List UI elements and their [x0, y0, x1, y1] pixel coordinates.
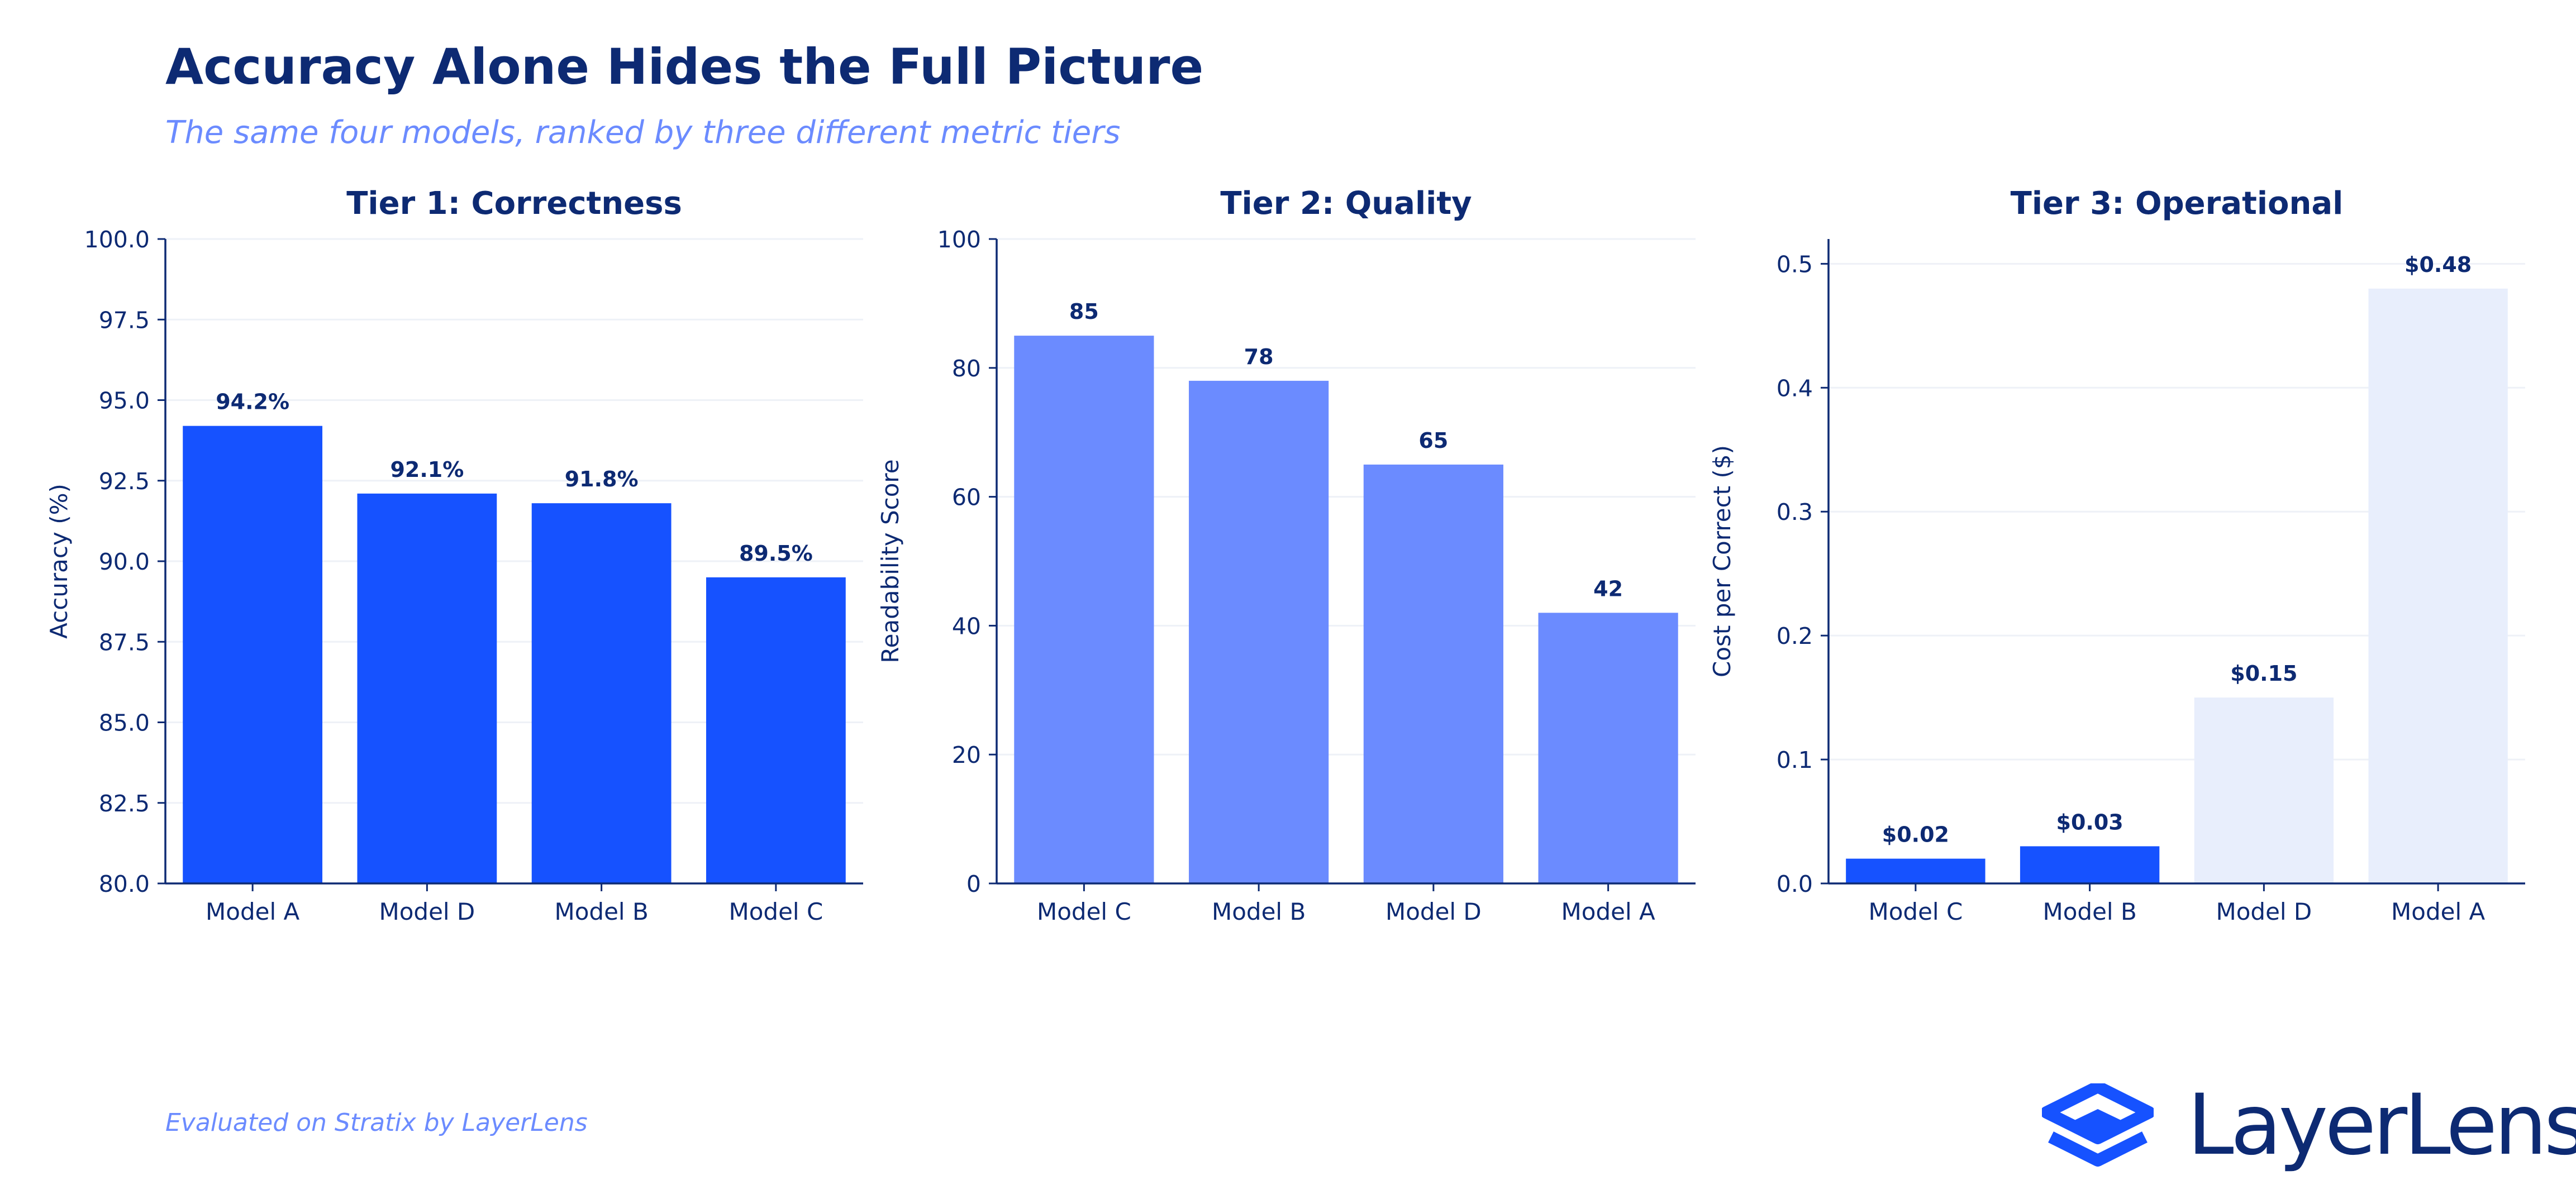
data-label: $0.03	[2056, 810, 2123, 834]
bar-model-a	[183, 426, 323, 883]
y-tick-label: 100.0	[84, 226, 150, 253]
y-tick-label: 0.5	[1777, 251, 1813, 278]
x-tick-label: Model B	[1212, 898, 1306, 925]
data-label: 91.8%	[565, 467, 639, 491]
y-axis-label: Accuracy (%)	[45, 484, 73, 639]
y-tick-label: 40	[952, 613, 981, 639]
y-tick-label: 95.0	[99, 388, 150, 414]
brand-logo: LayerLens	[2042, 1077, 2576, 1174]
x-tick-label: Model D	[379, 898, 475, 925]
chart-title: Tier 2: Quality	[1220, 185, 1472, 222]
y-tick-label: 100	[937, 226, 981, 253]
data-label: 85	[1069, 299, 1099, 324]
bar-model-d	[2194, 697, 2334, 883]
bar-model-c	[706, 577, 846, 883]
x-tick-label: Model A	[1561, 898, 1655, 925]
page-title: Accuracy Alone Hides the Full Picture	[165, 38, 1204, 95]
x-tick-label: Model B	[2042, 898, 2136, 925]
y-tick-label: 0.4	[1777, 375, 1813, 402]
data-label: 92.1%	[390, 457, 464, 482]
data-label: $0.02	[1882, 823, 1949, 847]
bar-model-c	[1014, 336, 1154, 883]
y-tick-label: 0.0	[1777, 871, 1813, 897]
page-subtitle: The same four models, ranked by three di…	[165, 114, 1121, 151]
x-tick-label: Model B	[554, 898, 648, 925]
x-tick-label: Model C	[728, 898, 823, 925]
bar-model-d	[1363, 464, 1503, 883]
y-tick-label: 87.5	[99, 629, 150, 656]
x-tick-label: Model A	[2391, 898, 2485, 925]
brand-name: LayerLens	[2187, 1077, 2576, 1174]
data-label: $0.48	[2404, 252, 2472, 277]
y-tick-label: 0	[966, 871, 981, 897]
bar-model-c	[1846, 858, 1985, 883]
bar-model-b	[2020, 846, 2160, 883]
data-label: 78	[1244, 345, 1274, 369]
data-label: 89.5%	[739, 541, 813, 566]
x-tick-label: Model D	[2216, 898, 2312, 925]
y-tick-label: 20	[952, 742, 981, 768]
y-tick-label: 90.0	[99, 548, 150, 575]
data-label: $0.15	[2230, 661, 2297, 686]
y-axis-label: Cost per Correct ($)	[1708, 445, 1736, 677]
bar-model-d	[357, 493, 497, 883]
bar-model-b	[1189, 380, 1329, 883]
data-label: 65	[1418, 428, 1448, 453]
chart-title: Tier 1: Correctness	[346, 185, 682, 222]
y-tick-label: 92.5	[99, 468, 150, 495]
bar-model-a	[2368, 288, 2508, 883]
y-axis-label: Readability Score	[877, 459, 904, 663]
y-tick-label: 60	[952, 484, 981, 511]
x-tick-label: Model C	[1868, 898, 1963, 925]
y-tick-label: 0.1	[1777, 747, 1813, 773]
x-tick-label: Model A	[206, 898, 299, 925]
y-tick-label: 0.2	[1777, 623, 1813, 649]
bar-model-b	[531, 503, 672, 883]
x-tick-label: Model D	[1385, 898, 1482, 925]
y-tick-label: 0.3	[1777, 499, 1813, 525]
chart-title: Tier 3: Operational	[2011, 185, 2344, 222]
footer-note: Evaluated on Stratix by LayerLens	[165, 1108, 588, 1137]
y-tick-label: 82.5	[99, 790, 150, 817]
y-tick-label: 97.5	[99, 307, 150, 333]
layers-logo-icon	[2042, 1083, 2154, 1167]
y-tick-label: 80	[952, 355, 981, 382]
y-tick-label: 80.0	[99, 871, 150, 897]
bar-model-a	[1538, 613, 1678, 883]
data-label: 42	[1593, 576, 1623, 601]
x-tick-label: Model C	[1037, 898, 1131, 925]
y-tick-label: 85.0	[99, 710, 150, 737]
data-label: 94.2%	[216, 390, 289, 414]
